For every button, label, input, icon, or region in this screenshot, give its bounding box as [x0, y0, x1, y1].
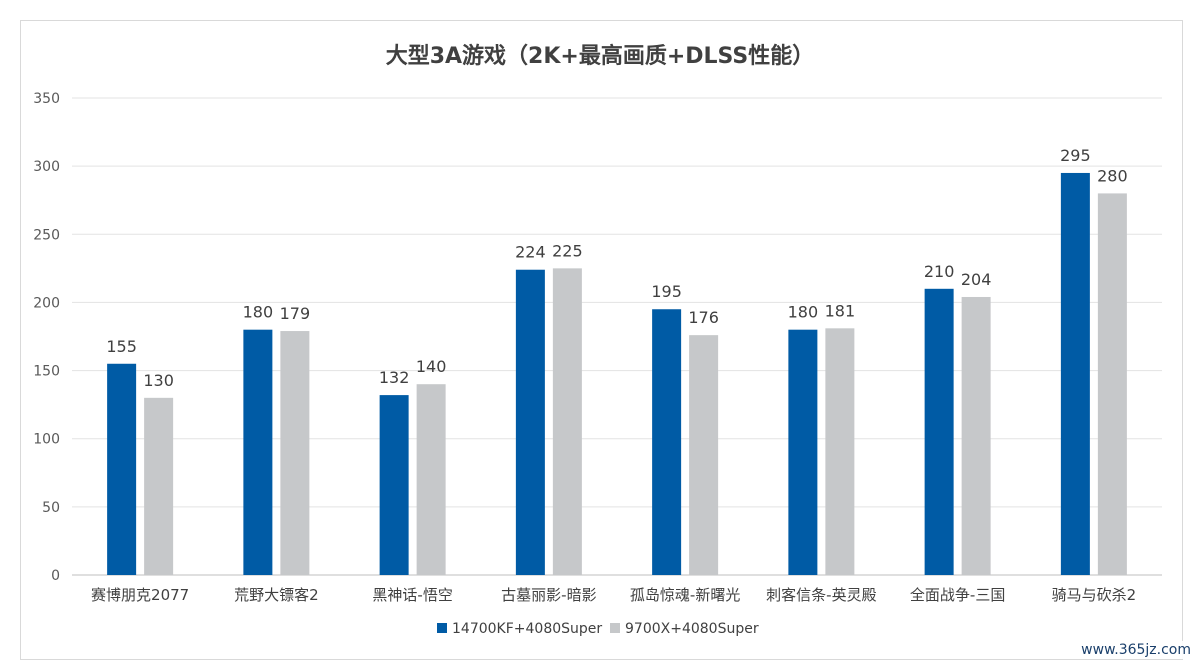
watermark: www.365jz.com: [1078, 641, 1194, 659]
data-label: 180: [243, 303, 274, 322]
data-label: 210: [924, 262, 955, 281]
chart-title: 大型3A游戏（2K+最高画质+DLSS性能）: [386, 43, 815, 69]
data-label: 176: [688, 308, 719, 327]
bar: [416, 384, 446, 575]
legend-swatch: [437, 623, 447, 633]
bar: [280, 331, 310, 575]
bar: [379, 395, 409, 575]
data-label: 195: [651, 282, 682, 301]
x-tick-label: 全面战争-三国: [910, 586, 1005, 604]
data-label: 179: [280, 304, 311, 323]
legend-swatch: [610, 623, 620, 633]
y-tick-label: 300: [33, 159, 60, 175]
x-tick-label: 古墓丽影-暗影: [501, 586, 596, 604]
bar: [1060, 172, 1090, 575]
chart-frame: [20, 20, 1183, 660]
bar: [961, 296, 991, 575]
bar: [1097, 193, 1127, 575]
bar: [652, 309, 682, 575]
data-label: 280: [1097, 166, 1128, 185]
y-tick-label: 150: [33, 364, 60, 380]
y-tick-label: 100: [33, 432, 60, 448]
data-label: 155: [106, 337, 137, 356]
data-label: 180: [788, 303, 819, 322]
data-label: 295: [1060, 146, 1091, 165]
bar: [144, 397, 174, 575]
data-label: 181: [825, 301, 856, 320]
y-tick-label: 200: [33, 295, 60, 311]
x-tick-label: 骑马与砍杀2: [1052, 586, 1137, 604]
bar: [552, 268, 582, 575]
bar: [825, 328, 855, 575]
bar: [107, 363, 137, 575]
bar: [924, 288, 954, 575]
bar: [515, 269, 545, 575]
data-label: 130: [143, 371, 174, 390]
data-label: 204: [961, 270, 992, 289]
y-tick-label: 50: [42, 500, 60, 516]
x-tick-label: 荒野大镖客2: [234, 586, 319, 604]
x-tick-label: 刺客信条-英灵殿: [766, 586, 876, 604]
legend-label: 14700KF+4080Super: [452, 621, 602, 637]
y-tick-label: 0: [51, 568, 60, 584]
bar: [243, 329, 273, 575]
bar: [689, 335, 719, 575]
y-tick-label: 250: [33, 227, 60, 243]
data-label: 224: [515, 243, 546, 262]
bar: [788, 329, 818, 575]
data-label: 225: [552, 241, 583, 260]
data-label: 132: [379, 368, 410, 387]
x-tick-label: 孤岛惊魂-新曙光: [630, 586, 740, 604]
x-tick-label: 赛博朋克2077: [91, 586, 189, 604]
legend-label: 9700X+4080Super: [625, 621, 759, 637]
x-tick-label: 黑神话-悟空: [372, 586, 452, 604]
y-tick-label: 350: [33, 91, 60, 107]
data-label: 140: [416, 357, 447, 376]
